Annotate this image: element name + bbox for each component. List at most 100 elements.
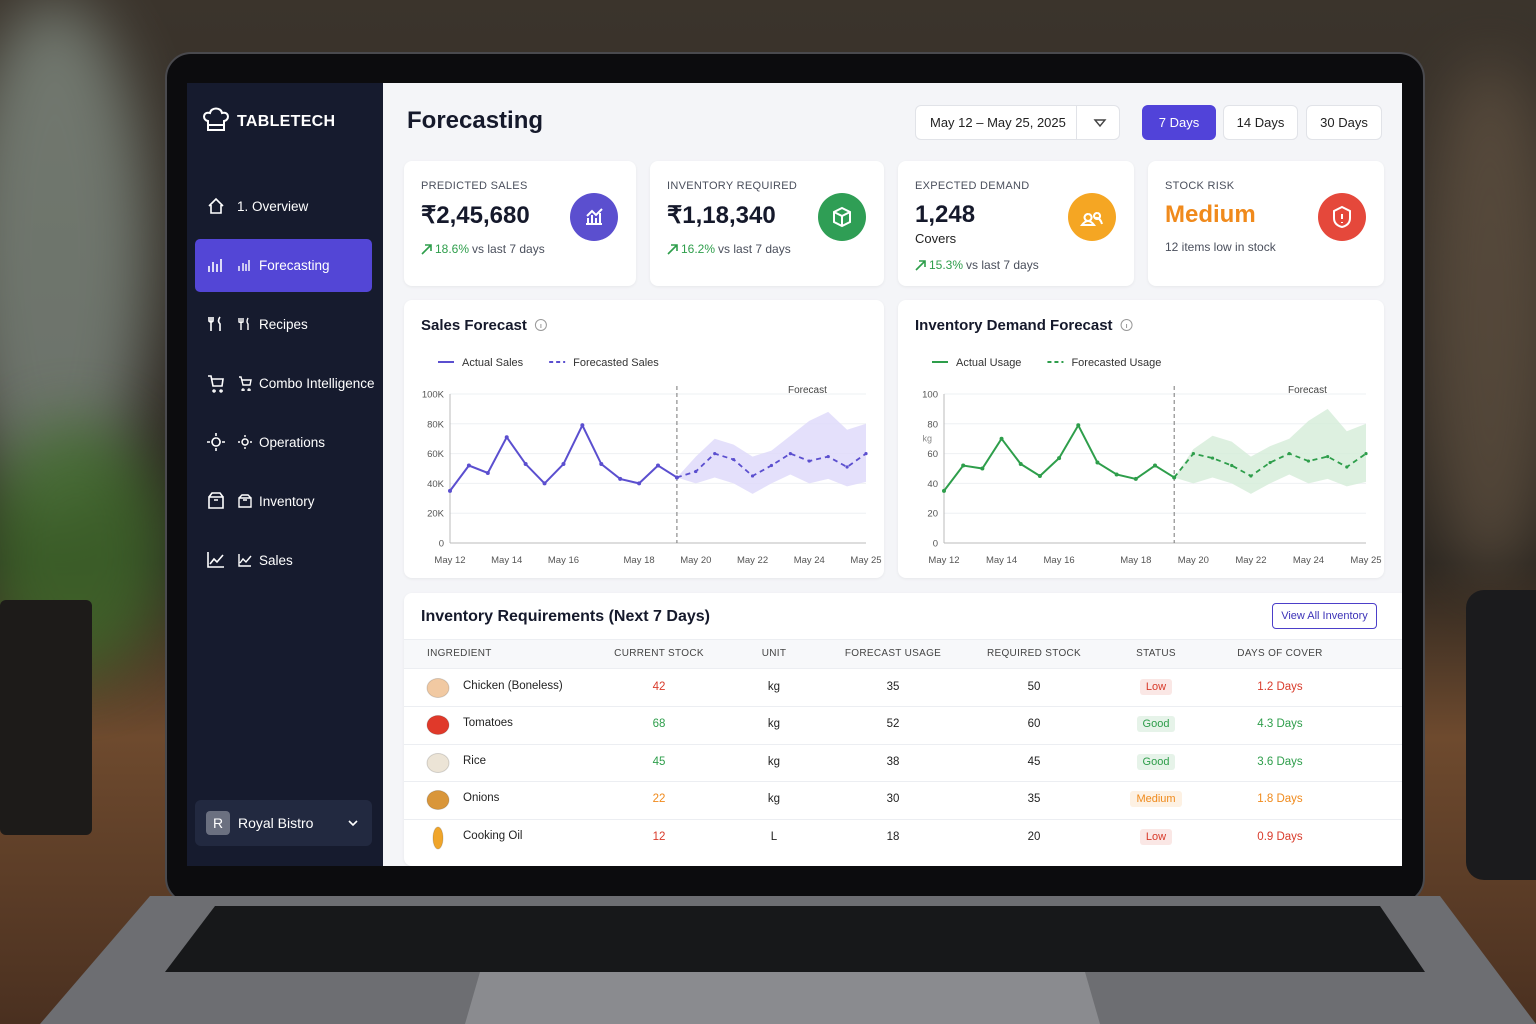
nav-item[interactable]: Inventory: [195, 475, 372, 528]
series-point: [826, 454, 830, 459]
y-tick-label: 20: [927, 509, 938, 520]
nav-icon-shape: [208, 197, 224, 214]
kpi-icon-glyph: [833, 206, 851, 228]
x-tick-label: May 20: [680, 555, 711, 566]
cell-text: kg: [767, 793, 781, 806]
table-cell: kg: [704, 790, 844, 808]
series-point: [1287, 452, 1291, 456]
nav-icon: [238, 554, 252, 567]
nav-item[interactable]: Forecasting: [195, 239, 372, 292]
series-point: [618, 476, 623, 481]
series-point: [1230, 463, 1234, 468]
series-point: [1153, 463, 1157, 468]
kpi-icon: [818, 193, 866, 241]
kpi-card: EXPECTED DEMAND 1,248 Covers 15.3% vs last 7…: [898, 161, 1134, 286]
series-point: [1037, 473, 1042, 478]
row-divider: [404, 818, 1402, 820]
nav-label: Recipes: [259, 317, 308, 332]
row-divider: [404, 781, 1402, 783]
date-range-text: May 12 – May 25, 2025: [930, 115, 1066, 130]
nav-icon: [208, 375, 224, 393]
series-point: [1095, 460, 1100, 465]
series-point: [637, 481, 642, 486]
chart-card: Inventory Demand Forecast Actual Usage For…: [898, 300, 1384, 578]
ingredient-icon: [426, 715, 450, 736]
series-point: [1345, 465, 1349, 469]
chart-card: Sales Forecast Actual Sales Forecasted Sal…: [404, 300, 884, 578]
range-button[interactable]: 7 Days: [1142, 105, 1216, 140]
cell-text: 60: [1027, 718, 1041, 731]
table-cell: 50: [964, 678, 1104, 696]
nav-item[interactable]: Operations: [195, 416, 372, 469]
kpi-note: vs last 7 days: [718, 242, 791, 256]
trend-arrow-shape: [667, 243, 678, 255]
series-point: [504, 435, 509, 440]
series-point: [523, 462, 528, 467]
nav-label: Forecasting: [259, 258, 330, 273]
table-cell: 1.8 Days: [1210, 790, 1350, 808]
table-cell: 12: [589, 828, 729, 846]
kpi-icon: [1318, 193, 1366, 241]
kpi-icon: [1068, 193, 1116, 241]
table-cell: kg: [704, 715, 844, 733]
cell-text: kg: [767, 755, 781, 768]
forecast-annotation: Forecast: [788, 385, 827, 396]
nav-icon-shape: [238, 435, 252, 449]
range-button[interactable]: 30 Days: [1306, 105, 1382, 140]
y-unit: kg: [922, 434, 932, 444]
series-point: [580, 423, 585, 428]
restaurant-switch[interactable]: R Royal Bistro: [195, 800, 372, 846]
y-tick-label: 0: [933, 539, 938, 550]
nav-item[interactable]: 1. Overview: [195, 180, 372, 233]
range-button[interactable]: 14 Days: [1223, 105, 1298, 140]
kpi-icon-shape: [1333, 205, 1351, 229]
cell-text: kg: [767, 681, 781, 693]
table-cell: 1.2 Days: [1210, 678, 1350, 696]
table-cell: Low: [1086, 828, 1226, 846]
info-icon: [1120, 319, 1133, 331]
nav-icon-shape: [208, 375, 224, 393]
series-point: [750, 474, 755, 478]
x-tick-label: May 14: [986, 555, 1017, 566]
row-divider: [404, 706, 1402, 708]
kpi-change: 18.6%: [435, 242, 470, 256]
series-point: [713, 452, 717, 456]
view-all-button[interactable]: View All Inventory: [1272, 603, 1377, 629]
kpi-value: ₹2,45,680: [421, 202, 530, 229]
nav-item[interactable]: Combo Intelligence: [195, 357, 375, 410]
trend-arrow-shape: [421, 243, 432, 255]
ingredient-icon-shape: [426, 678, 450, 698]
nav-icon: [208, 259, 222, 272]
nav-icon: [239, 376, 252, 391]
x-tick-label: May 16: [548, 555, 579, 566]
cell-text: 42: [652, 681, 666, 693]
nav-icon: [207, 433, 225, 451]
series-line: [1173, 452, 1367, 479]
cell-text: 45: [1027, 755, 1041, 768]
kpi-change: 15.3%: [929, 258, 964, 272]
kpi-note: vs last 7 days: [966, 258, 1039, 272]
nav-item[interactable]: Sales: [195, 534, 372, 587]
table-cell: 22: [589, 790, 729, 808]
y-tick-label: 40: [927, 479, 938, 490]
table-cell: 18: [823, 828, 963, 846]
x-tick-label: May 12: [928, 555, 959, 566]
divider: [1076, 106, 1077, 139]
sidebar: TABLETECH 1. Overview Forecasting Recipes C…: [187, 83, 383, 866]
kpi-card: STOCK RISK Medium 12 items low in stock: [1148, 161, 1384, 286]
x-tick-label: May 22: [1235, 555, 1266, 566]
nav-item[interactable]: Recipes: [195, 298, 372, 351]
y-tick-label: 80K: [427, 419, 445, 430]
series-point: [845, 465, 849, 469]
series-point: [1268, 460, 1272, 465]
legend-label: Actual Usage: [956, 357, 1021, 369]
series-point: [448, 488, 452, 493]
cell-text: 35: [1027, 793, 1041, 806]
x-tick-label: May 22: [737, 555, 768, 566]
logo-icon: [203, 107, 229, 131]
cell-text: kg: [767, 718, 781, 731]
ingredient-icon: [426, 790, 450, 811]
x-tick-label: May 14: [491, 555, 522, 566]
date-range[interactable]: May 12 – May 25, 2025: [915, 105, 1120, 140]
